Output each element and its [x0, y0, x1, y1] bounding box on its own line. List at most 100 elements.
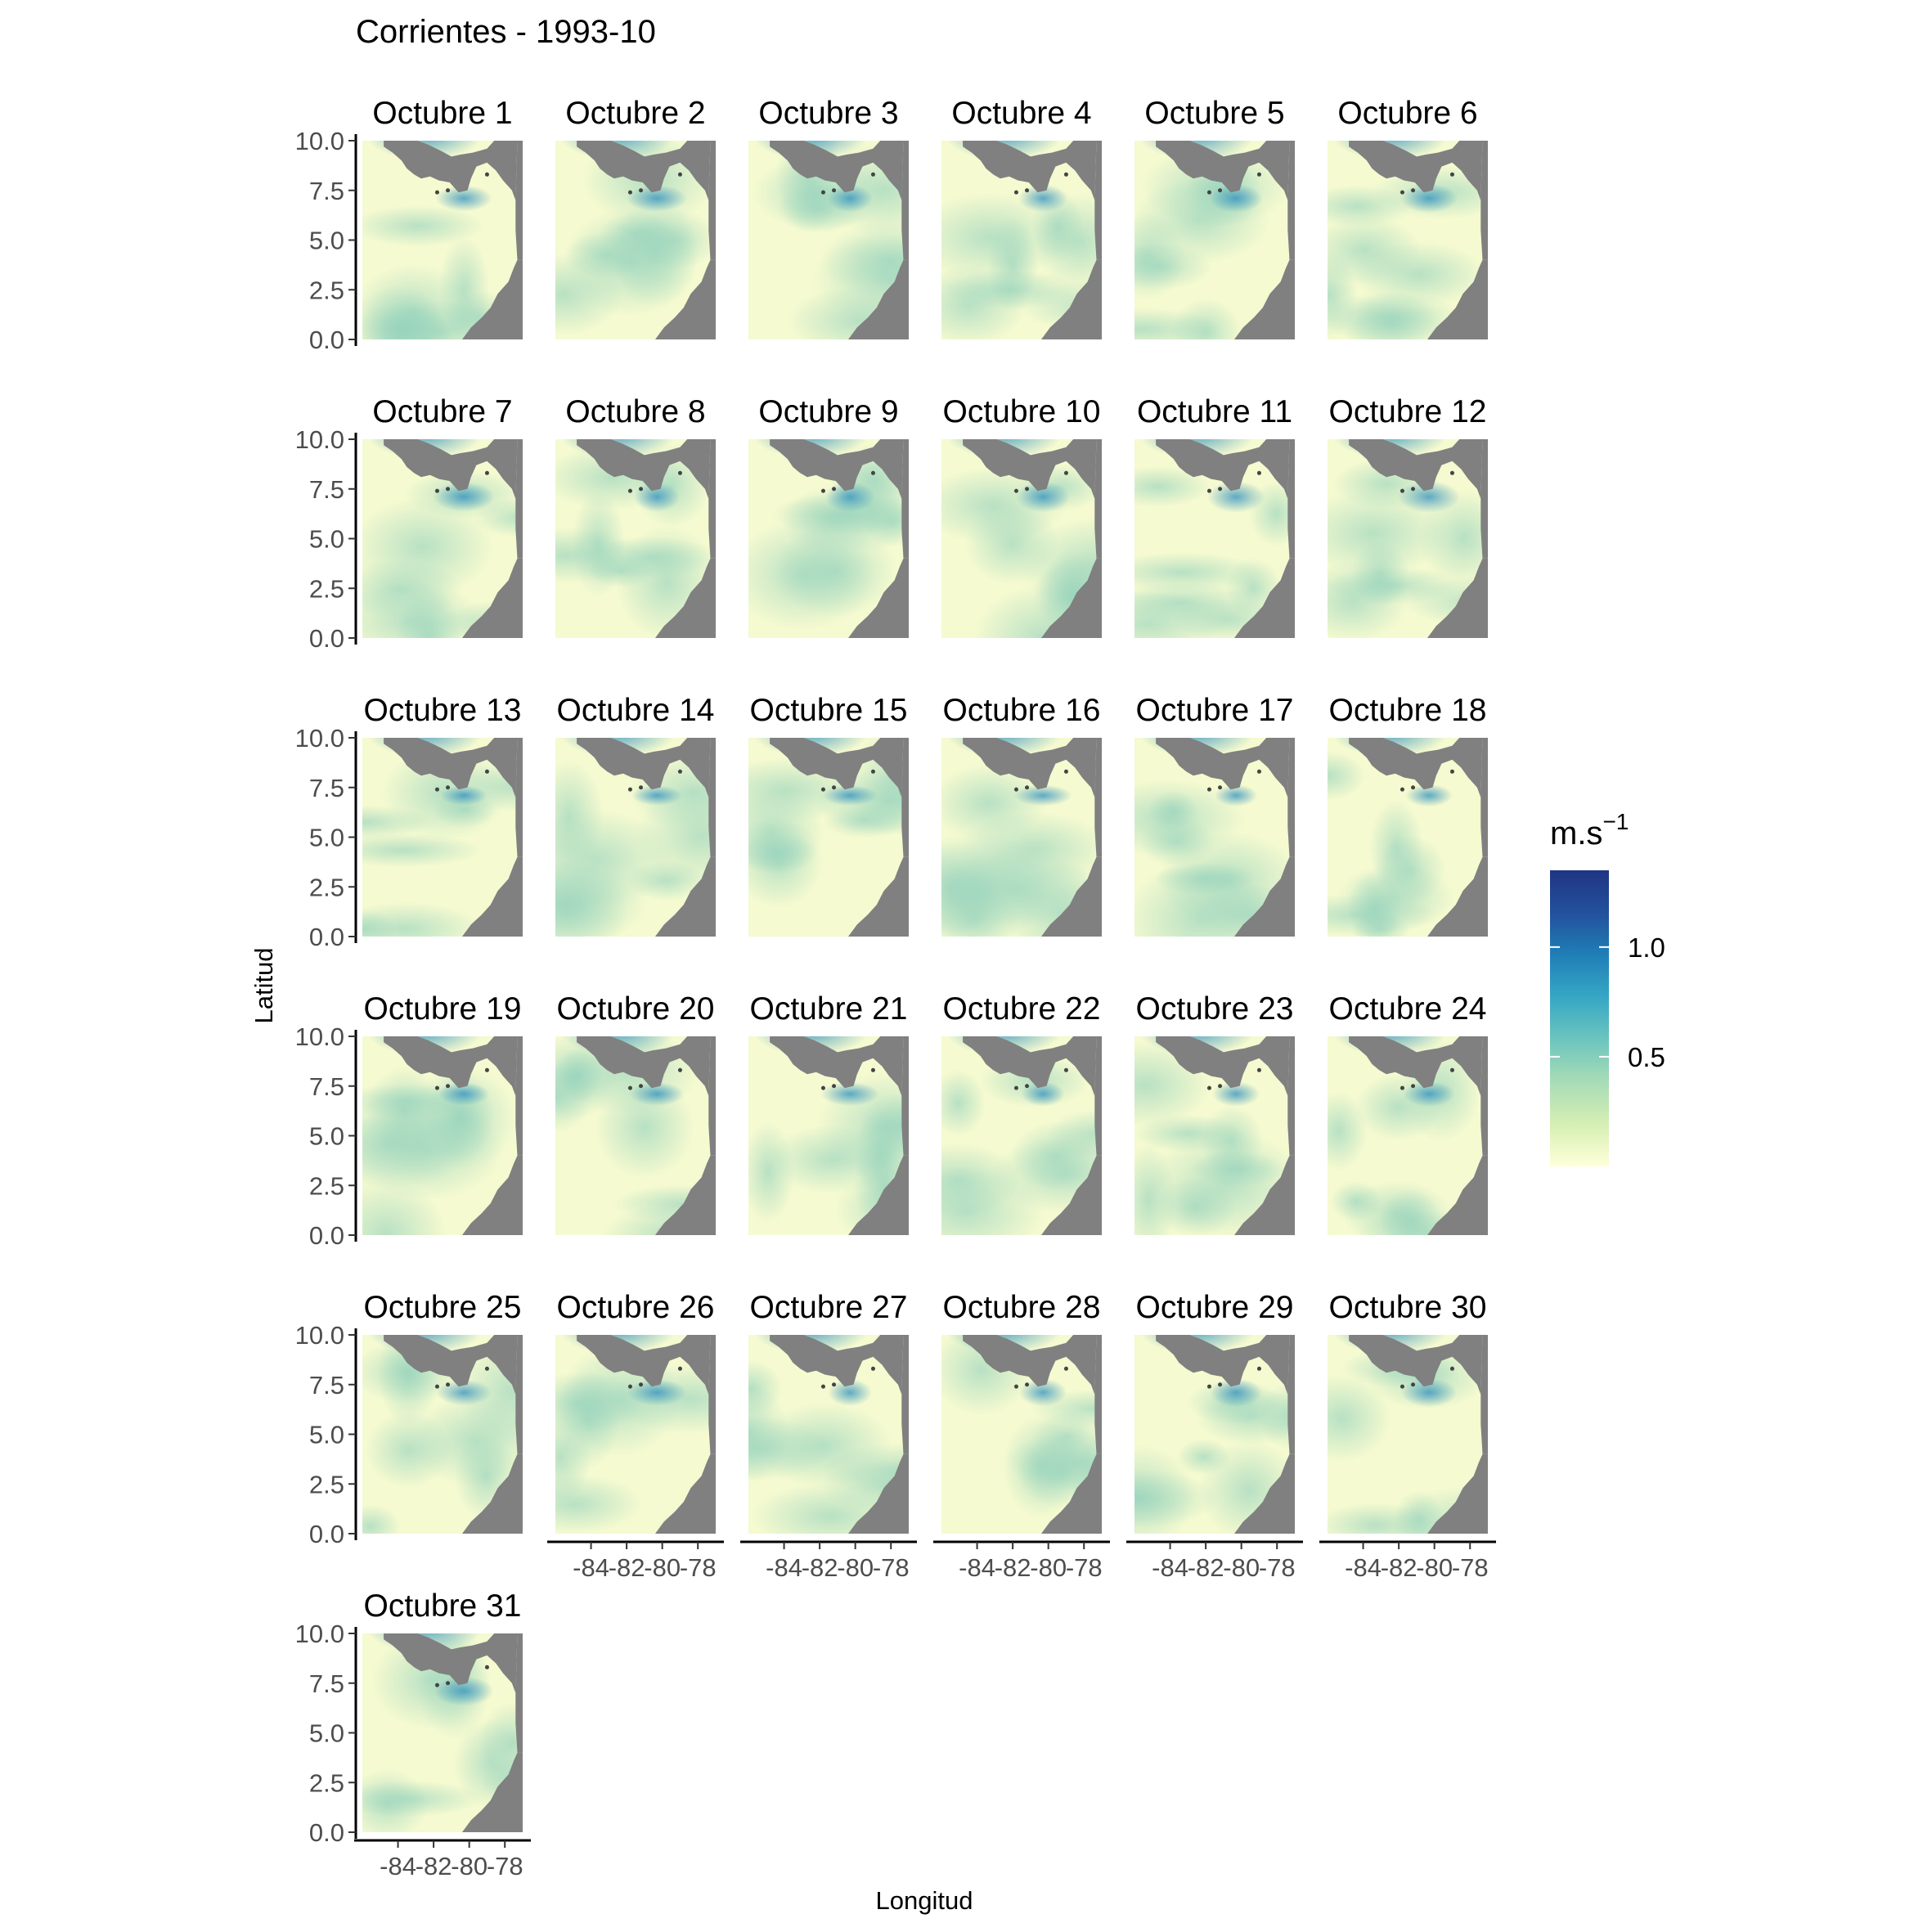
land-north: [577, 738, 711, 798]
facet-strip-label: Octubre 26: [557, 1290, 715, 1325]
gulf-jet: [1018, 184, 1068, 213]
facet-strip-label: Octubre 29: [1136, 1290, 1294, 1325]
x-tick-label: -80: [1416, 1553, 1453, 1582]
speed-patch: [362, 205, 484, 247]
legend-ticks: 0.5 1.0: [1550, 932, 1665, 1072]
land-east: [1287, 1036, 1295, 1156]
island: [1256, 1366, 1261, 1371]
land-south: [462, 1155, 523, 1235]
speed-patch: [1328, 751, 1365, 801]
facet-strip-label: Octubre 5: [1144, 96, 1284, 131]
land-north: [1349, 1335, 1483, 1395]
facet-panel: Octubre 17: [1134, 693, 1295, 937]
land-north: [1156, 439, 1290, 499]
land-south: [1041, 1453, 1102, 1534]
current-speed-field: [748, 141, 909, 339]
land-north: [963, 1335, 1097, 1395]
current-speed-field: [1134, 141, 1295, 339]
y-tick-label: 7.5: [309, 177, 344, 205]
facet-strip-label: Octubre 30: [1329, 1290, 1487, 1325]
island: [1013, 787, 1018, 792]
facet-strip-label: Octubre 8: [565, 394, 705, 429]
land-east: [1480, 1036, 1488, 1156]
facet-strip-label: Octubre 2: [565, 96, 705, 131]
island: [484, 769, 489, 774]
y-tick-label: 10.0: [295, 425, 344, 454]
island: [1400, 190, 1404, 195]
gulf-jet: [440, 785, 487, 806]
land-east: [515, 439, 523, 559]
speed-patch: [362, 497, 494, 596]
y-tick-label: 0.0: [309, 1520, 344, 1548]
island: [820, 1384, 825, 1389]
land-south: [462, 558, 523, 638]
gulf-jet: [820, 1081, 880, 1107]
y-tick-label: 7.5: [309, 1072, 344, 1101]
island: [434, 1683, 439, 1687]
land-south: [1041, 1155, 1102, 1235]
y-tick-label: 0.0: [309, 1221, 344, 1250]
speed-patch: [1337, 864, 1454, 931]
x-tick-label: -78: [1452, 1553, 1489, 1582]
island: [434, 787, 439, 792]
legend-title-exponent: −1: [1602, 809, 1629, 834]
gulf-jet: [827, 184, 873, 213]
current-speed-field: [1134, 439, 1295, 638]
land-north: [1349, 738, 1483, 798]
land-north: [577, 439, 711, 499]
island: [820, 1085, 825, 1090]
land-south: [1427, 856, 1488, 937]
facet-panel: Octubre 26 -84-82-80-78: [547, 1290, 724, 1582]
facet-panel: Octubre 7 0.0 2.5 5.0 7.5 10.0: [295, 394, 523, 653]
facet-panel: Octubre 29 -84-82-80-78: [1126, 1290, 1303, 1582]
land-east: [515, 1036, 523, 1156]
island: [484, 1067, 489, 1072]
island: [484, 470, 489, 475]
speed-patch: [748, 816, 824, 908]
land-north: [577, 141, 711, 200]
facet-strip-label: Octubre 16: [943, 693, 1101, 728]
land-north: [1349, 439, 1483, 499]
current-speed-field: [941, 141, 1102, 339]
island: [627, 787, 632, 792]
facet-panel: Octubre 24: [1328, 991, 1488, 1235]
current-speed-field: [1328, 141, 1488, 339]
land-north: [1156, 1036, 1290, 1096]
x-tick-label: -80: [451, 1852, 487, 1880]
y-tick-label: 5.0: [309, 824, 344, 852]
island: [1256, 1067, 1261, 1072]
current-speed-field: [1328, 738, 1488, 937]
island: [1025, 487, 1030, 492]
speed-patch: [1134, 242, 1213, 290]
land-north: [1349, 1036, 1483, 1096]
island: [446, 1382, 451, 1387]
gulf-jet: [1016, 481, 1071, 513]
current-speed-field: [362, 141, 523, 339]
island: [627, 1085, 632, 1090]
x-tick-label: -84: [1152, 1553, 1188, 1582]
island: [639, 487, 644, 492]
current-speed-field: [555, 1036, 716, 1235]
island: [1218, 785, 1223, 790]
x-tick-label: -84: [1345, 1553, 1382, 1582]
island: [677, 172, 682, 177]
facet-panel: Octubre 1 0.0 2.5 5.0 7.5 10.0: [295, 96, 523, 354]
gulf-jet: [435, 185, 492, 212]
y-tick-label: 0.0: [309, 1818, 344, 1847]
island: [1218, 1084, 1223, 1089]
legend-title: m.s−1: [1550, 809, 1629, 851]
island: [627, 1384, 632, 1389]
island: [1411, 1084, 1416, 1089]
facet-panel: Octubre 15: [748, 693, 909, 937]
facet-panel: Octubre 19 0.0 2.5 5.0 7.5 10.0: [295, 991, 523, 1250]
land-south: [462, 1453, 523, 1534]
gulf-jet: [1021, 1081, 1065, 1107]
facet-strip-label: Octubre 9: [758, 394, 898, 429]
y-tick-label: 0.0: [309, 923, 344, 951]
island: [870, 1067, 875, 1072]
current-speed-field: [555, 141, 716, 339]
facet-strip-label: Octubre 18: [1329, 693, 1487, 728]
gulf-jet: [1209, 184, 1263, 213]
island: [1411, 487, 1416, 492]
land-east: [515, 141, 523, 260]
